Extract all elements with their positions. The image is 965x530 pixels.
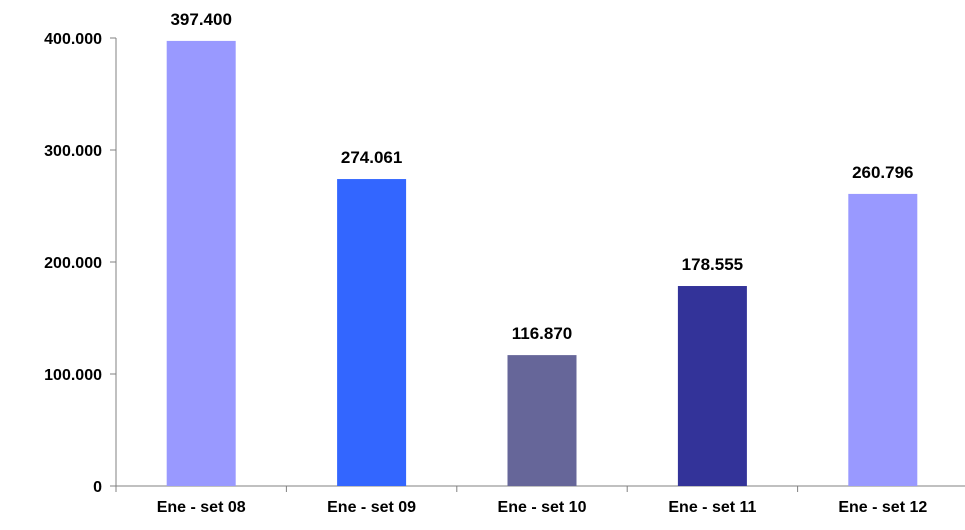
x-axis: Ene - set 08 Ene - set 09 Ene - set 10 Ene …: [115, 485, 965, 516]
bar-value-label: 397.400: [170, 10, 231, 29]
bar: [337, 179, 407, 486]
bar-value-label: 260.796: [852, 163, 913, 182]
y-tick-label: 0: [93, 479, 102, 496]
bar-value-label: 178.555: [682, 255, 743, 274]
bar: [677, 286, 747, 486]
bar-value-label: 116.870: [512, 324, 573, 343]
x-tick-label: Ene - set 10: [498, 499, 587, 516]
y-axis: 0 100.000 200.000 300.000 400.000: [44, 31, 117, 496]
y-tick-label: 400.000: [44, 31, 102, 48]
y-tick-label: 100.000: [44, 367, 102, 384]
x-tick-label: Ene - set 12: [838, 499, 927, 516]
bar-value-label: 274.061: [341, 148, 402, 167]
bars: [166, 40, 918, 487]
bar-value-labels: 397.400 274.061 116.870 178.555 260.796: [170, 10, 913, 343]
bar: [848, 193, 918, 486]
x-tick-label: Ene - set 09: [327, 499, 416, 516]
x-tick-label: Ene - set 08: [157, 499, 246, 516]
y-tick-label: 300.000: [44, 143, 102, 160]
bar: [166, 40, 236, 487]
bar: [507, 355, 577, 486]
x-tick-label: Ene - set 11: [668, 499, 756, 516]
y-tick-label: 200.000: [44, 255, 102, 272]
